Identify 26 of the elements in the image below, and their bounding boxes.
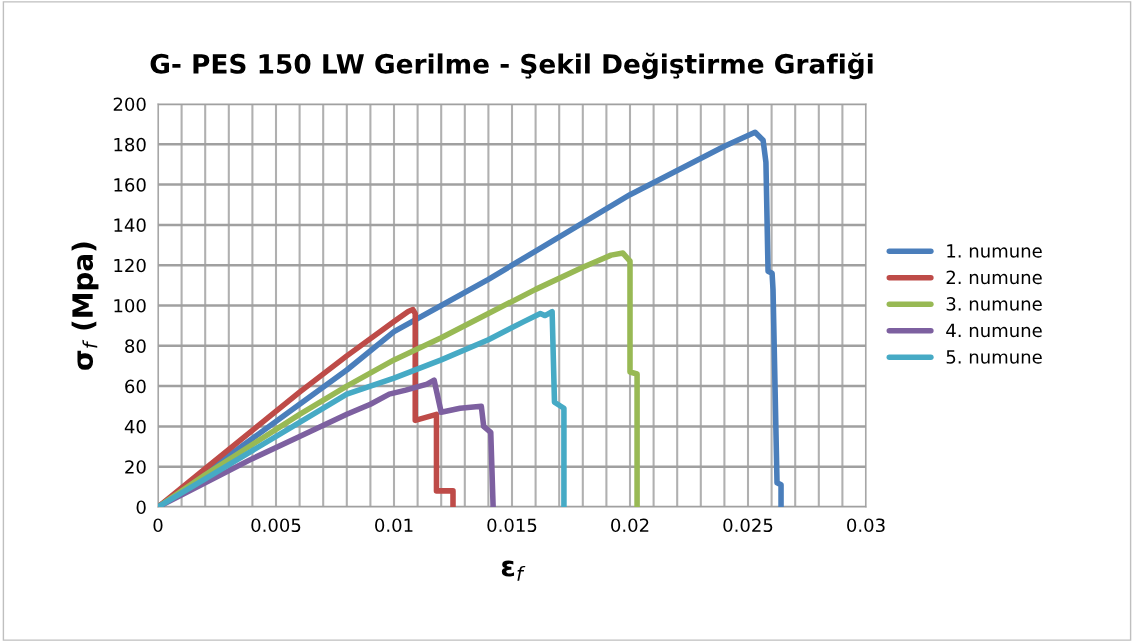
y-tick-label: 0	[136, 500, 146, 515]
y-axis-title: σ$_{f}$ (Mpa)	[71, 242, 99, 370]
y-tick-label: 100	[114, 298, 146, 313]
legend-label: 4. numune	[946, 323, 1042, 338]
x-tick-label: 0	[153, 518, 163, 533]
x-tick-label: 0.025	[723, 518, 773, 533]
legend-label: 1. numune	[947, 244, 1042, 258]
legend-label: 5. numune	[946, 350, 1042, 364]
y-tick-label: 180	[114, 137, 146, 152]
x-axis-title: ε$_{f}$	[501, 560, 526, 581]
chart-title: G- PES 150 LW Gerilme - Şekil Değiştirme Grafiği	[150, 52, 873, 80]
y-tick-label: 80	[125, 339, 146, 353]
x-tick-label: 0.02	[611, 518, 649, 533]
y-tick-label: 120	[114, 258, 146, 273]
y-tick-label: 200	[113, 97, 146, 112]
x-tick-label: 0.005	[251, 518, 301, 533]
y-tick-label: 140	[114, 218, 146, 233]
y-tick-label: 160	[114, 178, 146, 192]
x-tick-label: 0.015	[487, 518, 537, 533]
y-tick-label: 40	[124, 419, 146, 434]
x-tick-label: 0.03	[847, 518, 885, 533]
x-tick-label: 0.01	[375, 518, 413, 533]
y-tick-label: 60	[125, 379, 146, 394]
legend-label: 2. numune	[946, 270, 1042, 285]
y-tick-label: 20	[125, 460, 146, 474]
legend-label: 3. numune	[946, 297, 1042, 311]
